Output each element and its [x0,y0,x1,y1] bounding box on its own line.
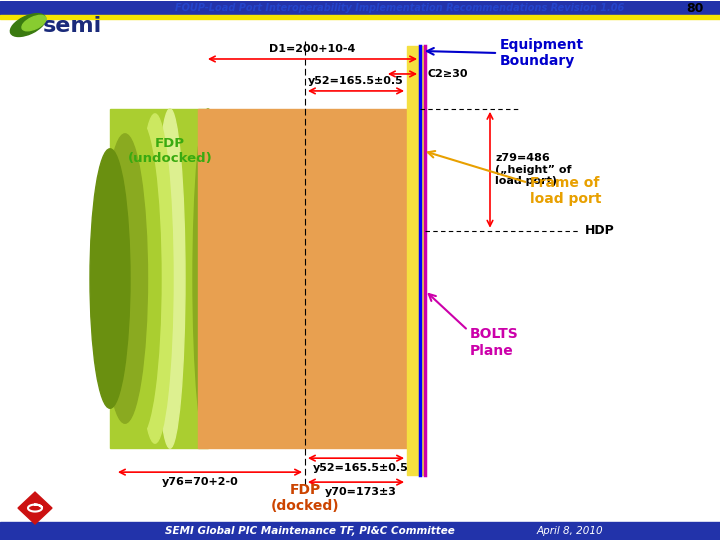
Text: semi: semi [42,16,102,36]
Ellipse shape [102,134,148,423]
Bar [110,109,208,448]
Text: FDP
(docked): FDP (docked) [271,483,339,513]
Text: 80: 80 [686,2,703,15]
Text: y52=165.5±0.5: y52=165.5±0.5 [313,463,409,473]
Text: FDP
(undocked): FDP (undocked) [127,137,212,165]
Polygon shape [18,492,52,524]
Ellipse shape [193,109,223,448]
Text: BOLTS
Plane: BOLTS Plane [470,327,518,357]
Ellipse shape [119,122,161,436]
Text: Equipment
Boundary: Equipment Boundary [500,38,584,68]
Bar [198,109,407,448]
Text: April 8, 2010: April 8, 2010 [536,526,603,536]
Ellipse shape [155,109,185,448]
Bar [0,1,720,15]
Ellipse shape [10,14,45,37]
Bar [407,46,425,475]
Text: FOUP-Load Port Interoperability Implementation Recommendations Revision 1.06: FOUP-Load Port Interoperability Implemen… [176,3,625,13]
Ellipse shape [90,149,130,408]
Text: y70=173±3: y70=173±3 [325,487,397,497]
Ellipse shape [22,15,46,31]
Bar [0,522,720,540]
Text: C2≥30: C2≥30 [428,69,469,79]
Text: HDP: HDP [585,224,615,237]
Bar [0,15,720,19]
Text: D1=200+10-4: D1=200+10-4 [269,44,356,54]
Text: SEMI Global PIC Maintenance TF, PI&C Committee: SEMI Global PIC Maintenance TF, PI&C Com… [165,526,455,536]
Text: y52=165.5±0.5: y52=165.5±0.5 [308,76,404,86]
Ellipse shape [137,114,173,443]
Text: Frame of
load port: Frame of load port [530,176,601,206]
Text: z79=486
(„height” of
load port): z79=486 („height” of load port) [495,153,572,186]
Text: y76=70+2-0: y76=70+2-0 [161,477,238,487]
